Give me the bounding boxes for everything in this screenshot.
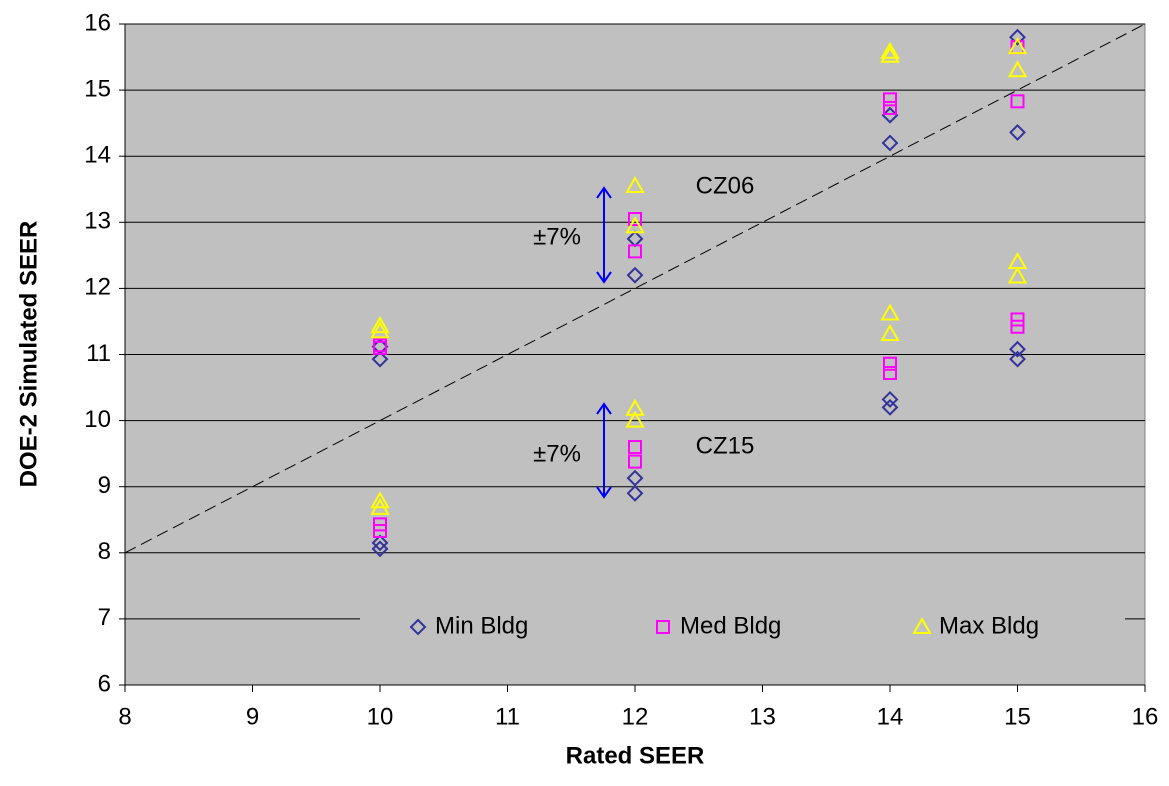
annotation: CZ15	[696, 432, 755, 459]
marker	[373, 340, 387, 355]
y-tick-label: 15	[84, 75, 111, 102]
y-tick-label: 7	[98, 604, 111, 631]
arrow-head	[596, 402, 612, 415]
marker	[883, 356, 897, 371]
marker	[880, 45, 900, 63]
marker	[880, 41, 900, 59]
marker	[409, 618, 427, 636]
marker	[625, 398, 645, 416]
marker	[1007, 266, 1028, 284]
marker	[883, 366, 897, 381]
marker	[880, 323, 900, 342]
y-tick-label: 13	[84, 208, 111, 235]
reference-line	[124, 23, 1146, 554]
marker	[912, 616, 932, 634]
marker	[628, 211, 642, 226]
marker	[656, 620, 670, 634]
marker	[1010, 94, 1025, 109]
marker	[370, 491, 390, 509]
marker	[371, 540, 389, 558]
marker	[1009, 350, 1026, 368]
arrow-head	[596, 186, 612, 199]
y-tick-label: 12	[84, 274, 111, 301]
annotation: ±7%	[533, 440, 581, 467]
marker	[625, 175, 645, 193]
y-tick-label: 11	[86, 340, 111, 367]
marker	[371, 534, 389, 552]
legend	[360, 592, 1125, 650]
marker	[625, 410, 645, 428]
y-axis-title: DOE-2 Simulated SEER	[15, 221, 42, 488]
marker	[1010, 312, 1025, 327]
marker	[1009, 28, 1026, 46]
annotation: CZ06	[696, 172, 755, 199]
x-axis-title: Rated SEER	[566, 742, 705, 769]
marker	[370, 316, 390, 334]
marker	[881, 391, 899, 408]
legend-label: Min Bldg	[435, 612, 528, 639]
y-tick-label: 9	[98, 472, 111, 499]
x-tick-label: 14	[877, 703, 904, 730]
arrow-head	[596, 486, 612, 499]
marker	[628, 440, 642, 455]
marker	[1010, 319, 1025, 334]
marker	[628, 454, 642, 469]
x-tick-label: 11	[495, 703, 520, 730]
x-tick-label: 13	[749, 703, 776, 730]
marker	[1007, 60, 1028, 78]
x-tick-label: 15	[1004, 703, 1031, 730]
y-tick-label: 10	[84, 406, 111, 433]
marker	[883, 100, 897, 115]
y-tick-label: 6	[98, 670, 111, 697]
x-tick-label: 9	[246, 703, 259, 730]
legend-label: Med Bldg	[680, 612, 781, 639]
marker	[626, 484, 644, 502]
marker	[626, 266, 644, 284]
legend-label: Max Bldg	[939, 612, 1039, 639]
annotation: ±7%	[533, 223, 581, 250]
y-tick-label: 14	[84, 142, 111, 169]
x-tick-label: 8	[118, 703, 131, 730]
marker	[371, 350, 389, 368]
y-tick-label: 8	[98, 538, 111, 565]
marker	[1009, 340, 1026, 358]
y-tick-label: 16	[84, 9, 111, 36]
arrow-head	[596, 271, 612, 284]
marker	[1007, 37, 1028, 55]
marker	[881, 398, 899, 416]
x-tick-label: 16	[1132, 703, 1159, 730]
marker	[1009, 123, 1026, 141]
marker	[880, 303, 900, 321]
x-tick-label: 10	[367, 703, 394, 730]
marker	[373, 523, 387, 538]
marker	[883, 92, 897, 107]
marker	[881, 106, 899, 124]
marker	[881, 134, 899, 152]
marker	[628, 244, 642, 259]
marker	[625, 216, 645, 234]
x-tick-label: 12	[622, 703, 649, 730]
marker	[370, 497, 390, 515]
marker	[370, 321, 390, 339]
